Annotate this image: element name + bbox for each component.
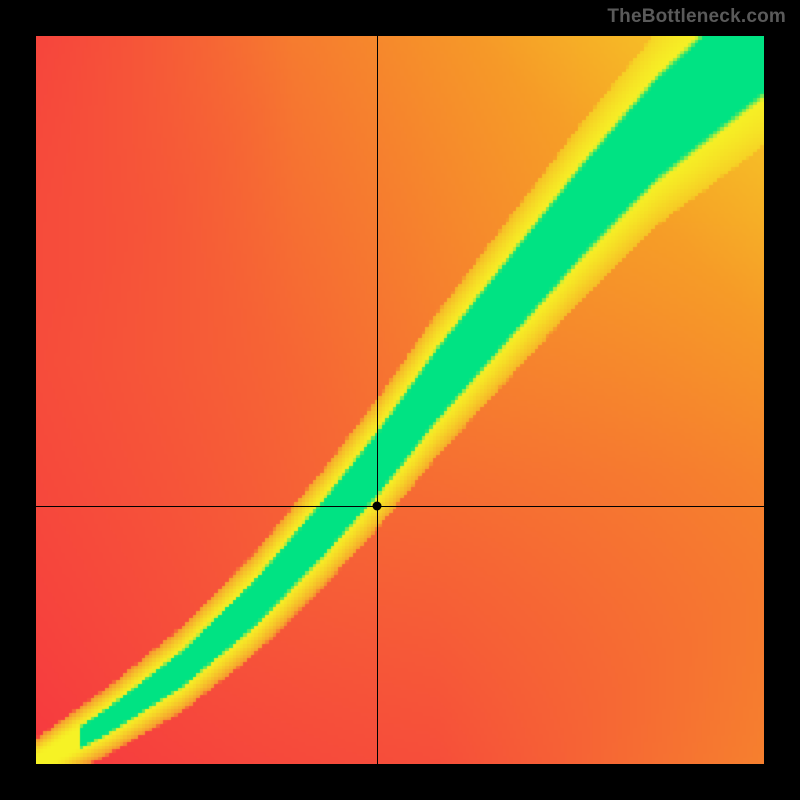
- watermark-text: TheBottleneck.com: [607, 6, 786, 28]
- chart-container: TheBottleneck.com: [0, 0, 800, 800]
- marker-dot: [372, 501, 381, 510]
- crosshair-horizontal: [36, 506, 764, 507]
- heatmap-canvas: [36, 36, 764, 764]
- crosshair-vertical: [377, 36, 378, 764]
- plot-area: [36, 36, 764, 764]
